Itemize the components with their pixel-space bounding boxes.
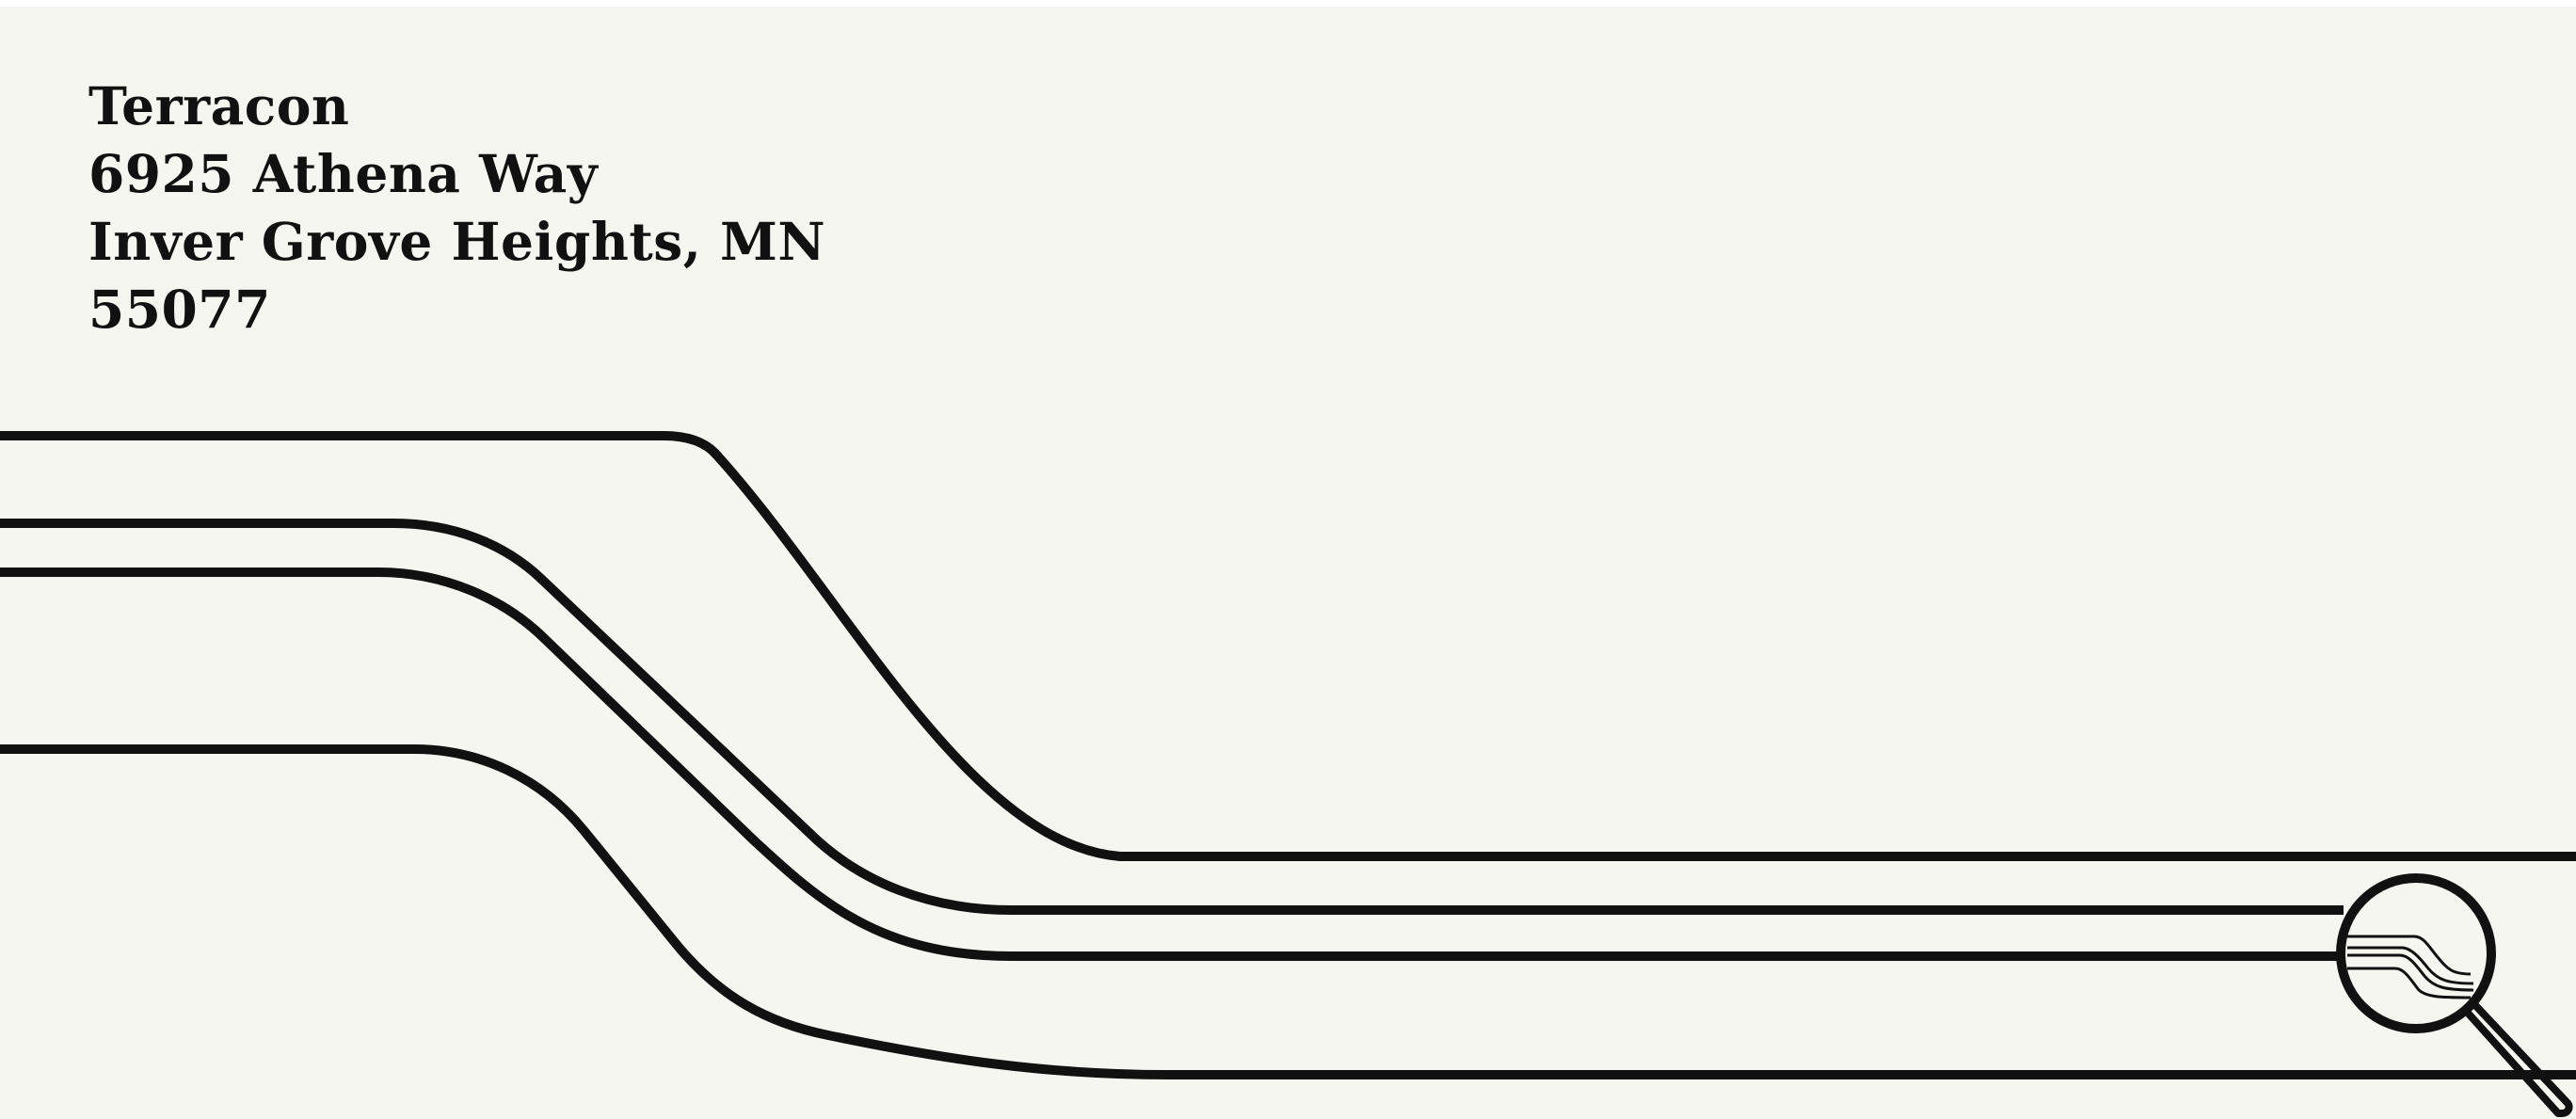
zip-code: 55077	[88, 279, 271, 340]
decorative-line-4	[0, 744, 2576, 1079]
street-address: 6925 Athena Way	[88, 143, 599, 204]
envelope: Terracon 6925 Athena Way Inver Grove Hei…	[0, 7, 2576, 1119]
decorative-line-3	[0, 567, 2339, 961]
return-address: Terracon 6925 Athena Way Inver Grove Hei…	[88, 72, 825, 344]
city-state: Inver Grove Heights, MN	[88, 211, 826, 272]
company-name: Terracon	[88, 75, 350, 136]
decorative-lines	[0, 431, 2576, 1117]
decorative-line-2	[0, 519, 2344, 915]
decorative-line-1	[0, 431, 2576, 861]
magnifying-glass-icon	[2336, 873, 2573, 1117]
